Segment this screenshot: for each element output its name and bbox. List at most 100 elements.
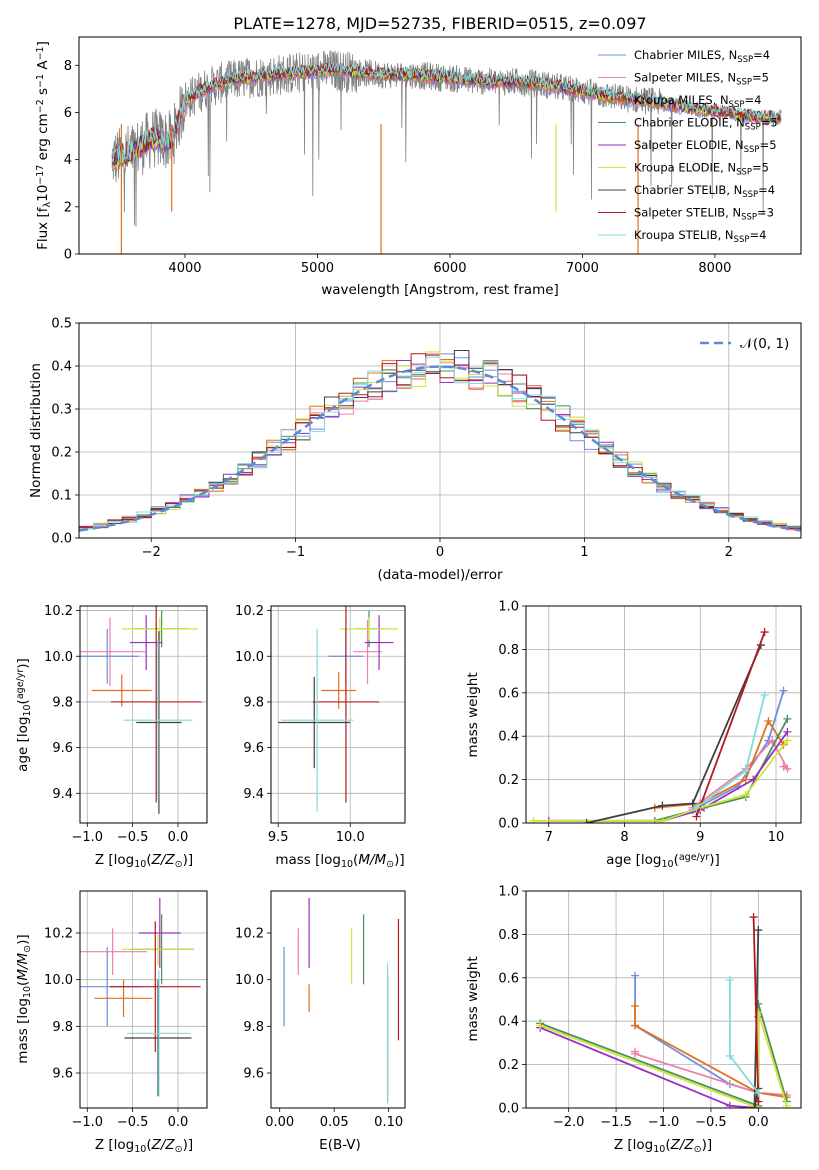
massweight-line-0 — [634, 975, 760, 1108]
massweight-marker-7-1 — [760, 628, 769, 637]
y-tick-label: 0.3 — [51, 403, 72, 418]
legend-sub: SSP — [734, 235, 750, 245]
massweight-marker-2-0 — [631, 1002, 640, 1011]
legend-label-6: Chabrier STELIB, NSSP=4 — [634, 183, 775, 200]
x-tick-label: 6000 — [433, 261, 466, 276]
y-tick-label: 9.6 — [243, 1067, 264, 1082]
spectrum-chart: 4000 5000 6000 7000 8000 0 2 4 6 8 wavelength [Ang… — [35, 36, 802, 298]
y-tick-label: 10.2 — [44, 604, 73, 619]
legend-sub: SSP — [741, 212, 757, 222]
massweight-marker-6-2 — [688, 799, 697, 808]
mass-vs-Z-xlabel-part: Z [log — [95, 1137, 134, 1153]
age-vs-Z-ylabel-part: 10 — [22, 704, 33, 716]
legend-label-2: Kroupa MILES, NSSP=4 — [634, 93, 761, 110]
mass-vs-Z-ylabel-part: mass [log — [15, 998, 31, 1064]
age-vs-mass-xlabel-part: mass [log — [275, 852, 341, 868]
x-tick-label: −1.0 — [71, 830, 103, 845]
legend-label-7: Salpeter STELIB, NSSP=3 — [634, 206, 774, 223]
mass-vs-Z-xlabel-part: Z/Z — [151, 1137, 176, 1153]
legend-sub: SSP — [742, 190, 758, 200]
y-tick-label: 10.0 — [235, 650, 264, 665]
legend-name: Chabrier ELODIE, N — [634, 116, 745, 130]
legend-name: Chabrier STELIB, N — [634, 183, 742, 197]
massweight-marker-5-3 — [741, 790, 750, 799]
x-tick-label: 0.0 — [168, 1115, 189, 1130]
x-tick-label: 0.05 — [320, 1115, 349, 1130]
massweight-vs-Z-xlabel: Z [log10(Z/Z⊙)] — [614, 1137, 712, 1155]
x-tick-label: −0.5 — [695, 1115, 727, 1130]
massweight-marker-0-3 — [779, 686, 788, 695]
x-tick-label: 7 — [545, 830, 553, 845]
massweight-marker-8-0 — [692, 803, 701, 812]
x-tick-label: 1 — [580, 545, 588, 560]
y-tick-label: 0.2 — [498, 773, 519, 788]
legend-count: =5 — [752, 71, 769, 85]
massweight-vs-age-xlabel-part: age/yr — [679, 852, 710, 863]
massweight-vs-age-xlabel-part: ( — [674, 852, 679, 868]
massweight-marker-3-3 — [783, 714, 792, 723]
legend-name: Kroupa MILES, N — [634, 93, 729, 107]
plot-area — [80, 606, 202, 814]
x-tick-label: 8 — [620, 830, 628, 845]
legend-name: Salpeter STELIB, N — [634, 206, 741, 220]
x-tick-label: −0.5 — [117, 1115, 149, 1130]
y-tick-label: 9.4 — [243, 787, 264, 802]
x-tick-label: −1.0 — [648, 1115, 680, 1130]
massweight-line-7 — [752, 916, 760, 1102]
massweight-marker-6-1 — [658, 801, 667, 810]
mass-vs-ebv-xlabel: E(B-V) — [319, 1137, 361, 1153]
plot-area — [278, 606, 398, 812]
y-tick-label: 0.5 — [51, 317, 72, 332]
axes-frame — [79, 890, 208, 1109]
legend-sub: SSP — [744, 145, 760, 155]
massweight-marker-4-3 — [749, 775, 758, 784]
y-tick-label: 9.6 — [52, 1067, 73, 1082]
age-vs-mass-chart: 9.5 10.0 9.4 9.6 9.8 10.0 10.2 mass [log10(M/M⊙… — [235, 604, 406, 870]
legend-sub: SSP — [736, 167, 752, 177]
x-tick-label: 9.5 — [268, 830, 289, 845]
mass-vs-Z-ylabel-part: )] — [15, 934, 31, 945]
age-vs-mass-xlabel-part: ⊙ — [386, 859, 394, 870]
y-tick-label: 10.0 — [44, 973, 73, 988]
massweight-marker-6-0 — [754, 926, 763, 935]
legend-sub: SSP — [737, 55, 753, 65]
legend-label-4: Salpeter ELODIE, NSSP=5 — [634, 138, 777, 155]
massweight-marker-5-0 — [529, 816, 538, 823]
legend-gaussian-label: 𝒩(0, 1) — [740, 336, 789, 352]
massweight-line-6 — [586, 644, 762, 823]
x-tick-label: 0.10 — [374, 1115, 403, 1130]
x-tick-label: 4000 — [168, 261, 201, 276]
massweight-vs-age-xlabel-part: 10 — [661, 859, 673, 870]
x-tick-label: 8000 — [698, 261, 731, 276]
spectrum-ylabel-part: λ — [42, 202, 53, 208]
y-tick-label: 0.2 — [498, 1058, 519, 1073]
y-tick-label: 9.8 — [243, 695, 264, 710]
age-vs-Z-ylabel: age [log10(age/yr)] — [15, 658, 33, 772]
legend-count: =5 — [761, 116, 778, 130]
massweight-line-5 — [539, 1012, 788, 1108]
mass-vs-Z-xlabel-part: ⊙ — [175, 1144, 183, 1155]
plot-area — [111, 50, 782, 254]
y-tick-label: 4 — [64, 153, 72, 168]
massweight-vs-age-ylabel: mass weight — [465, 672, 481, 757]
residuals-xlabel: (data-model)/error — [377, 567, 503, 583]
y-tick-label: 0 — [64, 248, 72, 263]
massweight-vs-Z-chart: −2.0 −1.5 −1.0 −0.5 0.0 0.0 0.2 0.4 0.6 0.8 1.0 Z [… — [465, 885, 802, 1155]
legend-label-5: Kroupa ELODIE, NSSP=5 — [634, 161, 769, 178]
massweight-marker-2-3 — [764, 717, 773, 726]
legend-count: =4 — [749, 228, 766, 242]
legend-count: =4 — [758, 183, 775, 197]
mass-vs-Z-xlabel: Z [log10(Z/Z⊙)] — [95, 1137, 193, 1155]
residuals-ylabel: Normed distribution — [28, 363, 44, 498]
x-tick-label: 10.0 — [336, 830, 365, 845]
massweight-line-7 — [695, 631, 766, 817]
histogram-8 — [79, 356, 801, 538]
mass-vs-Z-xlabel-part: ( — [146, 1137, 151, 1153]
massweight-marker-2-1 — [631, 1021, 640, 1030]
massweight-marker-8-1 — [725, 1051, 734, 1060]
y-tick-label: 1.0 — [498, 600, 519, 615]
y-tick-label: 9.8 — [52, 695, 73, 710]
massweight-marker-8-1 — [741, 766, 750, 775]
